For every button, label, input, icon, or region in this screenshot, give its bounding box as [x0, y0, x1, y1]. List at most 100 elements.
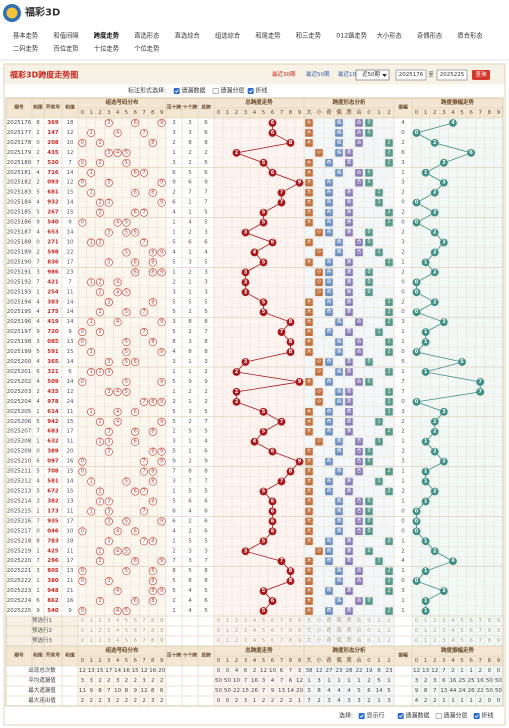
preselect-cell[interactable]: 6 — [133, 618, 137, 624]
preselect-cell[interactable]: 2 — [433, 638, 437, 644]
preselect-cell[interactable]: 质 — [346, 626, 352, 634]
preselect-cell[interactable]: 5 — [460, 638, 464, 644]
preselect-cell[interactable]: 0 — [217, 638, 221, 644]
nav-tab[interactable]: 百位走势 — [53, 44, 79, 53]
preselect-cell[interactable]: 4 — [116, 628, 120, 634]
preselect-cell[interactable]: 9 — [298, 618, 302, 624]
preselect-cell[interactable]: 5 — [262, 628, 266, 634]
preselect-cell[interactable]: 3 — [244, 618, 248, 624]
preselect-cell[interactable]: 6 — [469, 618, 473, 624]
preselect-cell[interactable]: 2 — [433, 628, 437, 634]
preselect-cell[interactable]: 奇 — [326, 636, 332, 644]
preselect-cell[interactable]: 7 — [142, 628, 146, 634]
preselect-cell[interactable]: 小 — [316, 636, 322, 644]
preselect-cell[interactable]: 2 — [387, 638, 391, 644]
preselect-cell[interactable]: 质 — [346, 616, 352, 624]
preselect-cell[interactable]: 1 — [89, 638, 93, 644]
preselect-cell[interactable]: 3 — [107, 618, 111, 624]
nav-tab[interactable]: 质合形态 — [457, 31, 483, 40]
preselect-cell[interactable]: 5 — [460, 628, 464, 634]
preselect-cell[interactable]: 8 — [488, 618, 492, 624]
preselect-cell[interactable]: 0 — [367, 638, 371, 644]
preselect-cell[interactable]: 0 — [217, 628, 221, 634]
preselect-cell[interactable]: 2 — [98, 638, 102, 644]
preselect-cell[interactable]: 0 — [81, 628, 85, 634]
preselect-cell[interactable]: 6 — [469, 628, 473, 634]
preselect-cell[interactable]: 7 — [280, 638, 284, 644]
preselect-cell[interactable]: 4 — [116, 638, 120, 644]
nav-tab[interactable]: 十位走势 — [94, 44, 120, 53]
preselect-cell[interactable]: 7 — [142, 618, 146, 624]
preselect-cell[interactable]: 9 — [160, 628, 164, 634]
preselect-cell[interactable]: 9 — [497, 638, 501, 644]
preselect-cell[interactable]: 8 — [151, 628, 155, 634]
preselect-cell[interactable]: 0 — [367, 628, 371, 634]
preselect-cell[interactable]: 1 — [424, 618, 428, 624]
preselect-cell[interactable]: 3 — [107, 628, 111, 634]
preselect-cell[interactable]: 奇 — [326, 626, 332, 634]
preselect-cell[interactable]: 7 — [479, 638, 483, 644]
preselect-cell[interactable]: 0 — [81, 638, 85, 644]
preselect-cell[interactable]: 6 — [271, 638, 275, 644]
preselect-cell[interactable]: 1 — [377, 628, 381, 634]
preselect-cell[interactable]: 9 — [160, 638, 164, 644]
preselect-cell[interactable]: 4 — [253, 638, 257, 644]
preselect-cell[interactable]: 大 — [306, 626, 312, 634]
option-toggle[interactable]: 折线 — [247, 87, 268, 95]
preselect-cell[interactable]: 5 — [460, 618, 464, 624]
preselect-cell[interactable]: 8 — [289, 628, 293, 634]
nav-tab[interactable]: 012路走势 — [336, 31, 368, 40]
preselect-cell[interactable]: 0 — [415, 638, 419, 644]
to-input[interactable] — [436, 69, 468, 81]
preselect-cell[interactable]: 9 — [298, 628, 302, 634]
preselect-cell[interactable]: 1 — [226, 638, 230, 644]
preselect-cell[interactable]: 3 — [442, 638, 446, 644]
preselect-cell[interactable]: 3 — [244, 628, 248, 634]
preselect-cell[interactable]: 5 — [125, 628, 129, 634]
preselect-cell[interactable]: 小 — [316, 616, 322, 624]
preselect-cell[interactable]: 偶 — [336, 616, 342, 624]
preselect-cell[interactable]: 合 — [356, 636, 362, 644]
range-link[interactable]: 最近100期 — [338, 70, 365, 78]
preselect-cell[interactable]: 8 — [151, 618, 155, 624]
preselect-cell[interactable]: 6 — [271, 618, 275, 624]
preselect-cell[interactable]: 7 — [142, 638, 146, 644]
nav-tab[interactable]: 基本走势 — [13, 31, 39, 40]
preselect-cell[interactable]: 6 — [133, 628, 137, 634]
preselect-cell[interactable]: 3 — [442, 628, 446, 634]
preselect-cell[interactable]: 1 — [89, 628, 93, 634]
preselect-cell[interactable]: 6 — [469, 638, 473, 644]
preselect-cell[interactable]: 7 — [479, 618, 483, 624]
preselect-cell[interactable]: 2 — [98, 618, 102, 624]
preselect-cell[interactable]: 2 — [98, 628, 102, 634]
nav-tab[interactable]: 个位走势 — [134, 44, 160, 53]
preselect-cell[interactable]: 1 — [377, 638, 381, 644]
preselect-cell[interactable]: 4 — [451, 618, 455, 624]
preselect-cell[interactable]: 0 — [367, 618, 371, 624]
preselect-cell[interactable]: 8 — [289, 638, 293, 644]
preselect-cell[interactable]: 8 — [488, 628, 492, 634]
range-select[interactable]: 近50期 — [355, 69, 390, 81]
nav-tab[interactable]: 组选综合 — [215, 31, 241, 40]
nav-tab[interactable]: 奇偶形态 — [417, 31, 443, 40]
preselect-cell[interactable]: 0 — [415, 618, 419, 624]
preselect-cell[interactable]: 3 — [442, 618, 446, 624]
nav-tab[interactable]: 二码走势 — [13, 44, 39, 53]
preselect-cell[interactable]: 合 — [356, 616, 362, 624]
preselect-cell[interactable]: 0 — [81, 618, 85, 624]
nav-tab[interactable]: 跨度走势 — [94, 31, 120, 40]
preselect-cell[interactable]: 6 — [133, 638, 137, 644]
preselect-cell[interactable]: 5 — [125, 638, 129, 644]
preselect-cell[interactable]: 2 — [235, 628, 239, 634]
preselect-cell[interactable]: 7 — [280, 618, 284, 624]
preselect-cell[interactable]: 4 — [253, 618, 257, 624]
preselect-cell[interactable]: 偶 — [336, 626, 342, 634]
preselect-cell[interactable]: 5 — [262, 618, 266, 624]
preselect-cell[interactable]: 偶 — [336, 636, 342, 644]
preselect-cell[interactable]: 1 — [226, 618, 230, 624]
preselect-cell[interactable]: 2 — [387, 628, 391, 634]
preselect-cell[interactable]: 8 — [488, 638, 492, 644]
preselect-cell[interactable]: 2 — [235, 618, 239, 624]
preselect-cell[interactable]: 5 — [262, 638, 266, 644]
preselect-cell[interactable]: 质 — [346, 636, 352, 644]
